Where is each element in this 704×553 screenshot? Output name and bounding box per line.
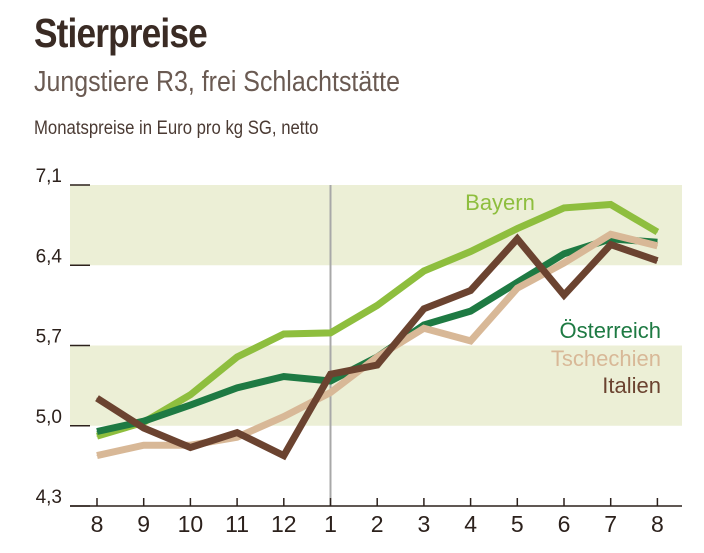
data-point [423, 270, 425, 272]
y-tick-label: 5,7 [36, 327, 62, 348]
data-point [236, 356, 238, 358]
data-point [423, 308, 425, 310]
x-tick-label: 4 [464, 511, 477, 537]
x-tick-label: 11 [225, 511, 249, 537]
data-point [656, 231, 658, 233]
data-point [516, 281, 518, 283]
x-tick-label: 8 [91, 511, 104, 537]
series-label-italien: Italien [602, 373, 661, 398]
x-tick-label: 3 [418, 511, 431, 537]
x-tick-label: 8 [651, 511, 664, 537]
x-tick-label: 1 [324, 511, 337, 537]
y-tick-label: 7,1 [36, 166, 62, 187]
data-point [96, 430, 98, 432]
chart-title: Stierpreise [34, 10, 208, 56]
data-point [96, 435, 98, 437]
chart-subtitle: Jungstiere R3, frei Schlachtstätte [34, 66, 400, 98]
data-point [610, 233, 612, 235]
series-bayern [96, 200, 660, 440]
series-italien [95, 233, 659, 461]
unit-label: Monatspreise in Euro pro kg SG, netto [34, 118, 319, 139]
data-point [563, 262, 565, 264]
data-point [656, 260, 658, 262]
data-point [143, 420, 145, 422]
data-point [283, 333, 285, 335]
data-point [470, 310, 472, 312]
series-label-bayern: Bayern [465, 190, 535, 215]
series-label--sterreich: Österreich [560, 318, 661, 343]
data-point [330, 332, 331, 334]
series-label-tschechien: Tschechien [551, 346, 661, 371]
y-tick-label: 6,4 [36, 246, 63, 267]
data-point [283, 455, 285, 457]
data-point [96, 397, 98, 399]
data-point [283, 416, 285, 418]
data-point [563, 253, 565, 255]
data-point [189, 447, 191, 449]
data-point [330, 392, 331, 394]
data-point [330, 373, 331, 375]
x-tick-label: 9 [137, 511, 150, 537]
data-point [470, 250, 472, 252]
data-point [189, 404, 191, 406]
data-point [376, 364, 378, 366]
x-tick-label: 10 [178, 511, 204, 537]
x-tick-label: 7 [604, 511, 617, 537]
x-tick-label: 2 [371, 511, 384, 537]
data-point [189, 394, 191, 396]
data-point [236, 432, 238, 434]
data-point [516, 228, 518, 230]
background-band [70, 185, 682, 266]
y-tick-label: 4,3 [36, 487, 62, 508]
data-point [563, 294, 565, 296]
y-tick-label: 5,0 [36, 407, 62, 428]
data-point [143, 427, 145, 429]
x-tick-label: 6 [558, 511, 571, 537]
data-point [470, 289, 472, 291]
data-point [470, 340, 472, 342]
data-point [516, 238, 518, 240]
data-point [376, 304, 378, 306]
data-point [376, 356, 378, 358]
data-point [563, 207, 565, 209]
data-point [610, 238, 612, 240]
data-point [96, 455, 98, 457]
data-point [516, 287, 518, 289]
data-point [283, 375, 285, 377]
data-point [610, 244, 612, 246]
data-point [656, 245, 658, 247]
data-point [423, 327, 425, 329]
data-point [143, 444, 145, 446]
x-tick-label: 12 [271, 511, 297, 537]
data-point [236, 436, 238, 438]
data-point [236, 387, 238, 389]
data-point [610, 203, 612, 205]
x-tick-label: 5 [511, 511, 524, 537]
